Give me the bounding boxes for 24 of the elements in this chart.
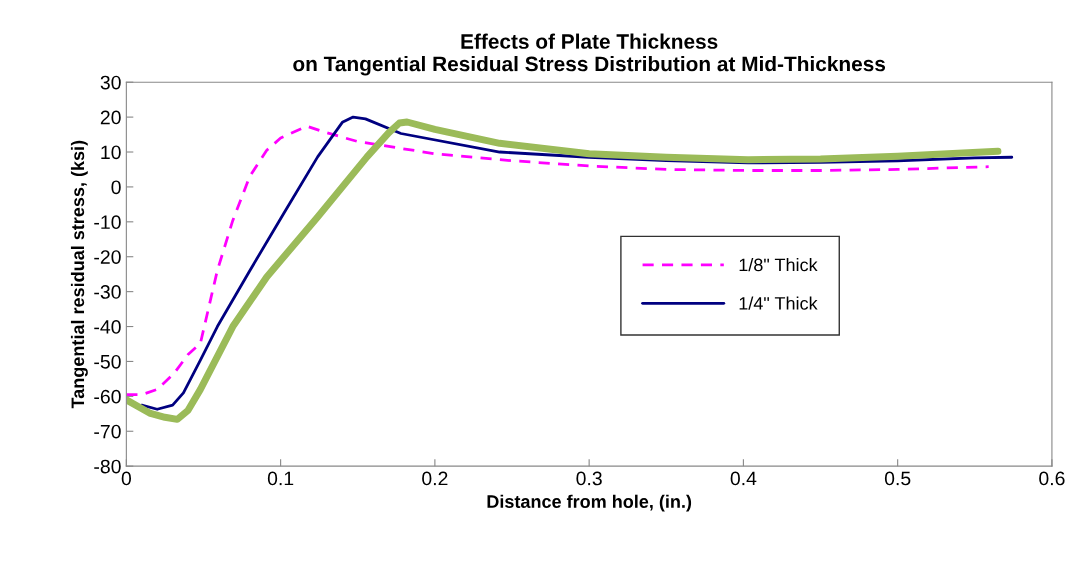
y-tick-label: -20 (94, 250, 121, 264)
x-tick-label: 0.4 (730, 471, 757, 486)
y-tick-label: -10 (94, 215, 121, 230)
legend-label: 1/8" Thick (739, 258, 818, 272)
x-tick-label: 0.3 (576, 471, 602, 486)
x-tick-label: 0.1 (267, 471, 294, 486)
x-tick-label: 0 (121, 471, 132, 486)
x-tick-label: 0.6 (1039, 471, 1065, 486)
y-tick-label: -60 (94, 389, 121, 404)
y-tick-label: -70 (94, 424, 121, 439)
y-tick-label: 10 (101, 145, 121, 160)
y-tick-label: 20 (100, 110, 121, 125)
x-axis-title: Distance from hole, (in.) (487, 494, 692, 512)
y-tick-label: 0 (111, 180, 121, 195)
y-tick-label: -40 (94, 320, 121, 334)
y-tick-label: -50 (94, 354, 121, 369)
y-axis-title: Tangential residual stress, (ksi) (70, 140, 88, 409)
chart-title: Effects of Plate Thickness on Tangential Residual Stress Distribution at Mid-Thickness (293, 33, 886, 76)
y-tick-label: -30 (94, 285, 121, 299)
x-tick-label: 0.5 (884, 471, 911, 486)
legend-label: 1/4" Thick (739, 296, 818, 310)
x-tick-label: 0.2 (422, 471, 448, 486)
y-tick-label: -80 (94, 459, 121, 474)
y-tick-label: 30 (100, 75, 121, 90)
